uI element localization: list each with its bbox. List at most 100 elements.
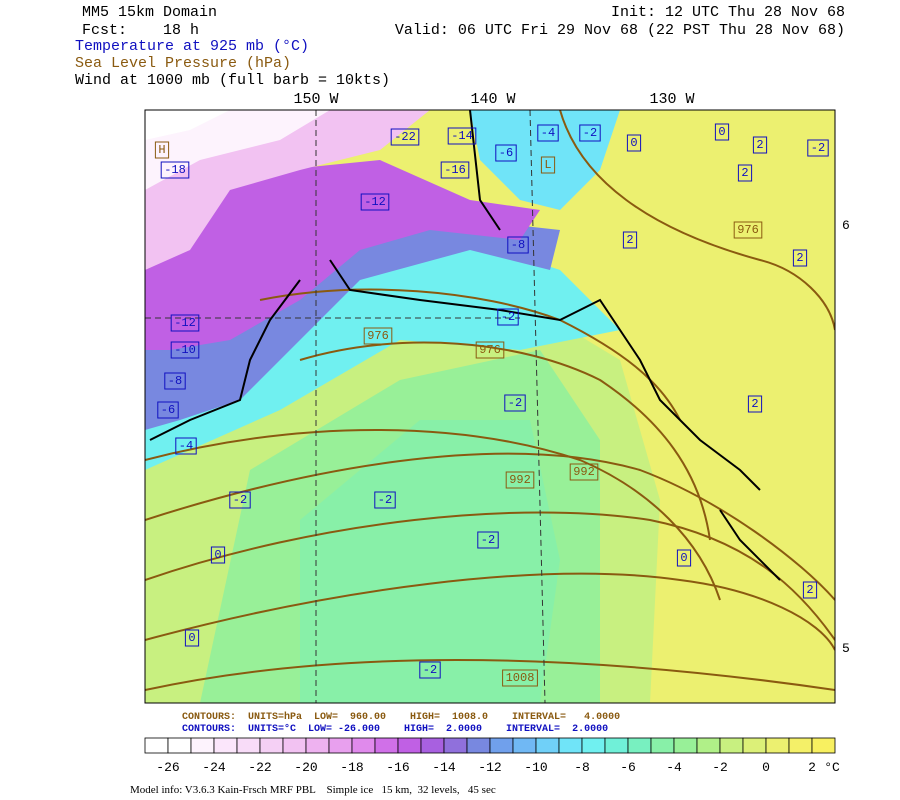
- temperature-label: -2: [501, 310, 515, 324]
- temperature-label: -8: [511, 238, 525, 252]
- colorbar-cell: [673, 737, 698, 754]
- colorbar-cell: [650, 737, 675, 754]
- temperature-label: 2: [806, 583, 813, 597]
- temperature-label: 0: [718, 125, 725, 139]
- colorbar-cell: [558, 737, 583, 754]
- temperature-label: -12: [174, 316, 196, 330]
- colorbar-cell: [305, 737, 330, 754]
- temperature-label-box: [792, 249, 808, 267]
- pressure-label: 976: [737, 223, 759, 237]
- temperature-label-box: [160, 161, 190, 179]
- temperature-label-box: [802, 581, 818, 599]
- colorbar-cell: [512, 737, 537, 754]
- temperature-label: -6: [499, 146, 513, 160]
- temperature-label-box: [184, 629, 200, 647]
- colorbar-cell: [190, 737, 215, 754]
- colorbar-cell: [236, 737, 261, 754]
- temperature-label: 0: [188, 631, 195, 645]
- temperature-label: 0: [680, 551, 687, 565]
- colorbar-tick-label: -2: [712, 760, 728, 775]
- colorbar-tick-label: -24: [202, 760, 226, 775]
- temperature-label: -2: [233, 493, 247, 507]
- shade-region: [145, 160, 540, 350]
- pressure-label-box: [733, 221, 763, 239]
- pressure-center: L: [544, 158, 551, 172]
- colorbar-cell: [282, 737, 307, 754]
- temperature-label: 0: [214, 548, 221, 562]
- temperature-label: -16: [444, 163, 466, 177]
- temperature-label: -4: [541, 126, 555, 140]
- pressure-label: 1008: [506, 671, 535, 685]
- temperature-label: -2: [811, 141, 825, 155]
- colorbar-tick-label: 2: [808, 760, 816, 775]
- pressure-label: 976: [367, 329, 389, 343]
- temperature-label-box: [175, 437, 197, 455]
- colorbar-tick-label: -14: [432, 760, 456, 775]
- isobars: [145, 110, 835, 691]
- footer: Model info: V3.6.3 Kain-Frsch MRF PBL Si…: [130, 784, 496, 796]
- temperature-label-box: [440, 161, 470, 179]
- colorbar-cell: [535, 737, 560, 754]
- colorbar-tick-label: -12: [478, 760, 501, 775]
- colorbar-tick-label: 0: [762, 760, 770, 775]
- temperature-label-box: [170, 341, 200, 359]
- colorbar-cell: [581, 737, 606, 754]
- colorbar-tick-label: -22: [248, 760, 271, 775]
- colorbar-cell: [604, 737, 629, 754]
- map-frame: [144, 109, 836, 704]
- temperature-label-box: [390, 128, 420, 146]
- temperature-label: 2: [751, 397, 758, 411]
- temperature-label-box: [157, 401, 179, 419]
- colorbar-cell: [420, 737, 445, 754]
- temperature-label: -8: [168, 374, 182, 388]
- temperature-label: -2: [423, 663, 437, 677]
- pressure-label: 992: [573, 465, 595, 479]
- temperature-label: -22: [394, 130, 416, 144]
- coastline: [149, 110, 781, 581]
- colorbar-tick-label: -4: [666, 760, 682, 775]
- pressure-center-box: [154, 141, 170, 159]
- colorbar-cell: [397, 737, 422, 754]
- colorbar-tick-label: -8: [574, 760, 590, 775]
- temperature-label: 2: [756, 138, 763, 152]
- forecast-hour: Fcst: 18 h: [82, 22, 199, 39]
- latitude-label: 6: [842, 218, 850, 233]
- colorbar-cell: [742, 737, 767, 754]
- temperature-label-box: [622, 231, 638, 249]
- longitude-label: 130 W: [649, 91, 694, 108]
- legend-pressure: Sea Level Pressure (hPa): [75, 55, 291, 72]
- temperature-label: -4: [179, 439, 193, 453]
- colorbar-cell: [489, 737, 514, 754]
- shade-region: [300, 420, 560, 703]
- colorbar-cell: [167, 737, 192, 754]
- temperature-label: -18: [164, 163, 186, 177]
- temperature-label-box: [477, 531, 499, 549]
- colorbar-cell: [374, 737, 399, 754]
- temperature-label-box: [495, 144, 517, 162]
- temperature-label: 2: [796, 251, 803, 265]
- pressure-center-box: [540, 156, 556, 174]
- colorbar-cell: [627, 737, 652, 754]
- temperature-label-box: [747, 395, 763, 413]
- temperature-label-box: [537, 124, 559, 142]
- colorbar-cell: [696, 737, 721, 754]
- colorbar-cell: [213, 737, 238, 754]
- colorbar-tick-label: -26: [156, 760, 179, 775]
- temperature-label: -10: [174, 343, 196, 357]
- pressure-label-box: [502, 669, 538, 687]
- legend-temperature: Temperature at 925 mb (°C): [75, 38, 309, 55]
- temperature-label: -2: [508, 396, 522, 410]
- colorbar-tick-label: -10: [524, 760, 547, 775]
- temperature-label: -14: [451, 129, 473, 143]
- temperature-label: -2: [378, 493, 392, 507]
- pressure-label-box: [475, 341, 505, 359]
- colorbar-unit: °C: [824, 760, 840, 775]
- temperature-label-box: [504, 394, 526, 412]
- temperature-label-box: [447, 127, 477, 145]
- colorbar-tick-label: -18: [340, 760, 363, 775]
- longitude-label: 140 W: [470, 91, 515, 108]
- colorbar-cell: [788, 737, 813, 754]
- temperature-label: 0: [630, 136, 637, 150]
- pressure-label-box: [505, 471, 535, 489]
- temperature-label-box: [419, 661, 441, 679]
